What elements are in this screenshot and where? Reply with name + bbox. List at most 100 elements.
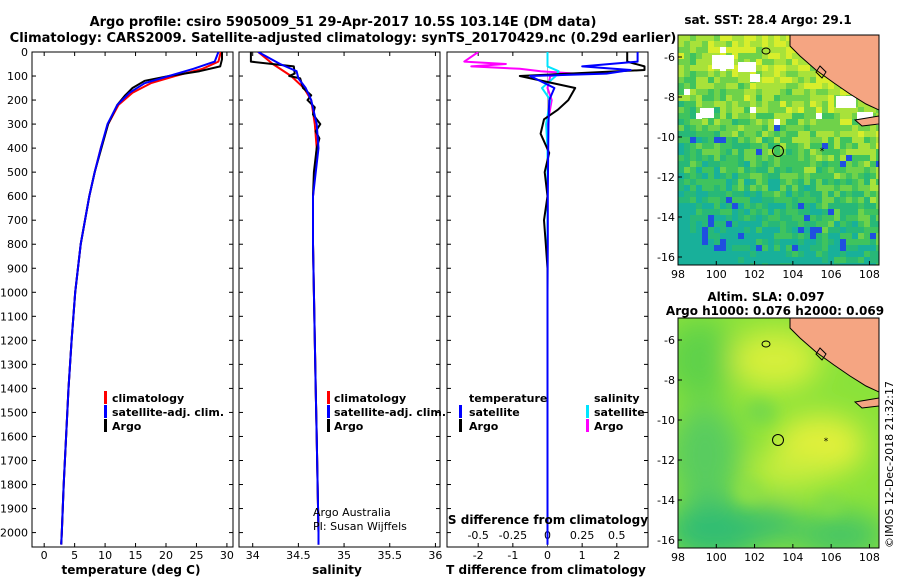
sst-cell xyxy=(732,239,738,245)
sst-cell xyxy=(834,155,840,161)
sst-cell xyxy=(768,137,774,143)
temperature-argo-diff-line xyxy=(518,52,646,545)
sst-cell xyxy=(786,53,792,59)
sst-cell xyxy=(762,173,768,179)
sst-cell xyxy=(678,65,684,71)
sst-cell xyxy=(870,245,876,251)
sst-cell xyxy=(756,191,762,197)
sst-cell xyxy=(828,251,834,257)
sst-cell xyxy=(720,125,726,131)
sst-cell xyxy=(828,227,834,233)
sst-cell xyxy=(822,155,828,161)
sst-cell xyxy=(678,59,684,65)
sst-cell xyxy=(876,203,879,209)
sst-cell xyxy=(714,173,720,179)
sst-cell xyxy=(708,149,714,155)
sst-cell xyxy=(864,227,870,233)
sst-cell xyxy=(738,95,744,101)
map-x-tick-label: 98 xyxy=(671,268,685,281)
sst-cloud-gap xyxy=(857,112,873,122)
sst-cell xyxy=(792,53,798,59)
sst-cell xyxy=(840,119,846,125)
sst-cell xyxy=(684,263,690,265)
sst-cell xyxy=(756,197,762,203)
sst-cell xyxy=(822,161,828,167)
sst-cell xyxy=(846,245,852,251)
sst-cell xyxy=(702,227,708,233)
sst-cell xyxy=(762,77,768,83)
sst-cell xyxy=(876,107,879,113)
figure-title-line1: Argo profile: csiro 5905009_51 29-Apr-20… xyxy=(90,15,597,30)
sst-cell xyxy=(708,251,714,257)
salinity-argo-diff-line xyxy=(463,52,577,545)
sst-cell xyxy=(774,185,780,191)
sst-cell xyxy=(798,65,804,71)
sst-cell xyxy=(750,173,756,179)
sst-cell xyxy=(726,215,732,221)
sst-cell xyxy=(684,209,690,215)
sst-cell xyxy=(852,179,858,185)
sst-cell xyxy=(798,227,804,233)
sst-cell xyxy=(840,149,846,155)
sst-cell xyxy=(876,221,879,227)
sst-cell xyxy=(732,143,738,149)
sst-cell xyxy=(768,47,774,53)
sst-cell xyxy=(744,245,750,251)
sst-cell xyxy=(696,77,702,83)
sst-cell xyxy=(804,233,810,239)
map-x-tick-label: 98 xyxy=(671,551,685,564)
sst-cell xyxy=(756,131,762,137)
sst-cell xyxy=(780,179,786,185)
sst-cell xyxy=(864,179,870,185)
sst-cell xyxy=(750,251,756,257)
sst-cell xyxy=(870,203,876,209)
sst-cell xyxy=(858,191,864,197)
sst-cell xyxy=(792,125,798,131)
sst-cell xyxy=(840,257,846,263)
sst-cell xyxy=(876,251,879,257)
map-x-tick-label: 102 xyxy=(744,268,765,281)
sst-cell xyxy=(798,137,804,143)
sst-cell xyxy=(846,149,852,155)
sst-cell xyxy=(738,233,744,239)
sst-cell xyxy=(774,239,780,245)
sst-cell xyxy=(714,47,720,53)
sst-cell xyxy=(798,209,804,215)
sst-cell xyxy=(864,239,870,245)
sst-cell xyxy=(744,167,750,173)
sst-cell xyxy=(816,113,822,119)
sst-cloud-gap xyxy=(700,108,714,118)
sst-cell xyxy=(684,155,690,161)
sst-cell xyxy=(822,179,828,185)
sst-cell xyxy=(816,173,822,179)
sst-cell xyxy=(762,65,768,71)
sst-cell xyxy=(690,59,696,65)
sst-cell xyxy=(816,89,822,95)
sst-cell xyxy=(708,77,714,83)
temperature-satellite-line xyxy=(60,52,220,545)
sst-cell xyxy=(684,77,690,83)
sst-cell xyxy=(828,191,834,197)
legend-swatch-climatology xyxy=(104,391,107,404)
difference-xlabel: T difference from climatology xyxy=(446,563,646,577)
sst-cell xyxy=(756,41,762,47)
sst-cell xyxy=(810,149,816,155)
sst-cell xyxy=(738,251,744,257)
sst-cell xyxy=(804,71,810,77)
sst-cell xyxy=(744,113,750,119)
sst-cell xyxy=(840,245,846,251)
sst-cell xyxy=(690,35,696,41)
sst-cell xyxy=(870,215,876,221)
sst-cell xyxy=(744,143,750,149)
sst-cell xyxy=(708,125,714,131)
sst-cell xyxy=(828,239,834,245)
sst-cell xyxy=(870,131,876,137)
sst-cell xyxy=(840,113,846,119)
sst-cell xyxy=(714,131,720,137)
sst-cell xyxy=(810,101,816,107)
sst-cell xyxy=(732,161,738,167)
sst-cell xyxy=(858,179,864,185)
map-x-tick-label: 104 xyxy=(782,268,803,281)
map-y-tick-label: -14 xyxy=(657,211,675,224)
sst-cell xyxy=(684,161,690,167)
